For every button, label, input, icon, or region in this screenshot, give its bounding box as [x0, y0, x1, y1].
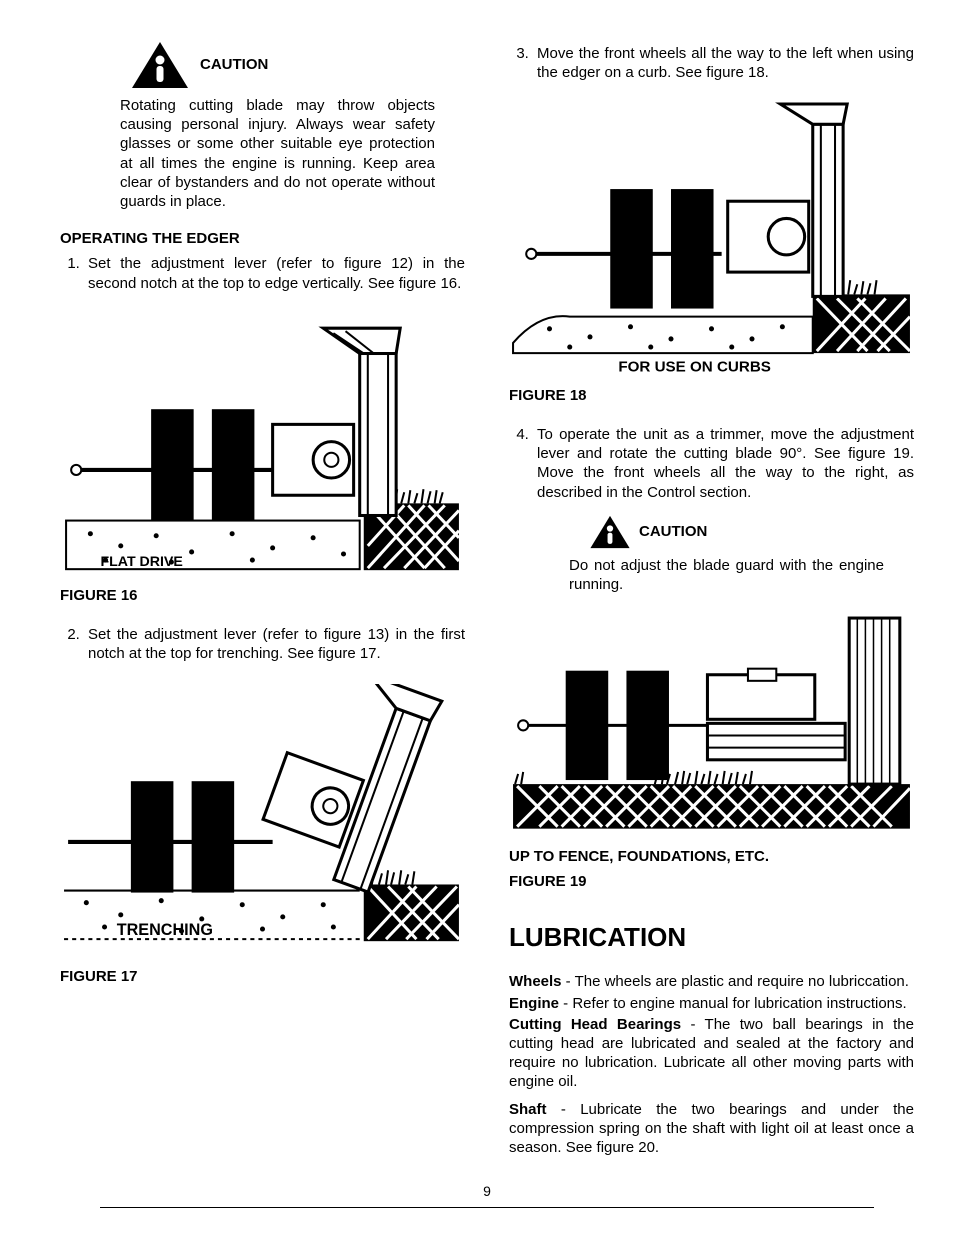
caution-1-label: CAUTION	[200, 55, 268, 74]
lubrication-heading: LUBRICATION	[509, 921, 914, 954]
figure-18-caption: FIGURE 18	[509, 386, 914, 405]
lub-engine-text: - Refer to engine manual for lubrication…	[559, 995, 907, 1012]
caution-2-text: Do not adjust the blade guard with the e…	[569, 556, 884, 594]
caution-triangle-icon-2	[589, 514, 631, 550]
caution-box-1: CAUTION Rotating cutting blade may throw…	[60, 40, 465, 211]
lub-shaft-label: Shaft	[509, 1101, 547, 1118]
right-column: Move the front wheels all the way to the…	[509, 40, 914, 1159]
lub-shaft-text: - Lubricate the two bearings and under t…	[509, 1101, 914, 1156]
step-2: Set the adjustment lever (refer to figur…	[84, 625, 465, 663]
fig17-inline-label: TRENCHING	[117, 921, 213, 939]
steps-right-4: To operate the unit as a trimmer, move t…	[509, 425, 914, 502]
figure-19-caption: FIGURE 19	[509, 872, 914, 891]
footer-rule	[100, 1207, 874, 1208]
lub-engine-label: Engine	[509, 995, 559, 1012]
figure-18: FOR USE ON CURBS	[509, 102, 914, 375]
operating-heading: OPERATING THE EDGER	[60, 229, 465, 248]
step-4: To operate the unit as a trimmer, move t…	[533, 425, 914, 502]
figure-17-svg: TRENCHING	[60, 684, 465, 957]
figure-19-svg	[509, 614, 914, 837]
figure-19	[509, 614, 914, 837]
steps-left: Set the adjustment lever (refer to figur…	[60, 254, 465, 292]
fig18-inline-label: FOR USE ON CURBS	[618, 359, 771, 376]
figure-18-svg: FOR USE ON CURBS	[509, 102, 914, 375]
lub-wheels-text: - The wheels are plastic and require no …	[562, 973, 909, 990]
step-1: Set the adjustment lever (refer to figur…	[84, 254, 465, 292]
lubrication-body: Wheels - The wheels are plastic and requ…	[509, 972, 914, 1157]
steps-left-2: Set the adjustment lever (refer to figur…	[60, 625, 465, 663]
caution-1-text: Rotating cutting blade may throw objects…	[120, 96, 435, 211]
figure-16-svg: FLAT DRIVE	[60, 313, 465, 576]
page-number: 9	[60, 1183, 914, 1201]
caution-box-2: CAUTION Do not adjust the blade guard wi…	[509, 514, 914, 594]
fig16-inline-label: FLAT DRIVE	[101, 554, 183, 570]
caution-triangle-icon	[130, 40, 190, 90]
figure-16: FLAT DRIVE	[60, 313, 465, 576]
lub-chb-label: Cutting Head Bearings	[509, 1016, 681, 1033]
step-3: Move the front wheels all the way to the…	[533, 44, 914, 82]
left-column: CAUTION Rotating cutting blade may throw…	[60, 40, 465, 1159]
figure-16-caption: FIGURE 16	[60, 586, 465, 605]
figure-17: TRENCHING	[60, 684, 465, 957]
figure-17-caption: FIGURE 17	[60, 967, 465, 986]
caution-2-label: CAUTION	[639, 522, 707, 541]
fig19-inline-label: UP TO FENCE, FOUNDATIONS, ETC.	[509, 847, 914, 866]
lub-wheels-label: Wheels	[509, 973, 562, 990]
steps-right-3: Move the front wheels all the way to the…	[509, 44, 914, 82]
